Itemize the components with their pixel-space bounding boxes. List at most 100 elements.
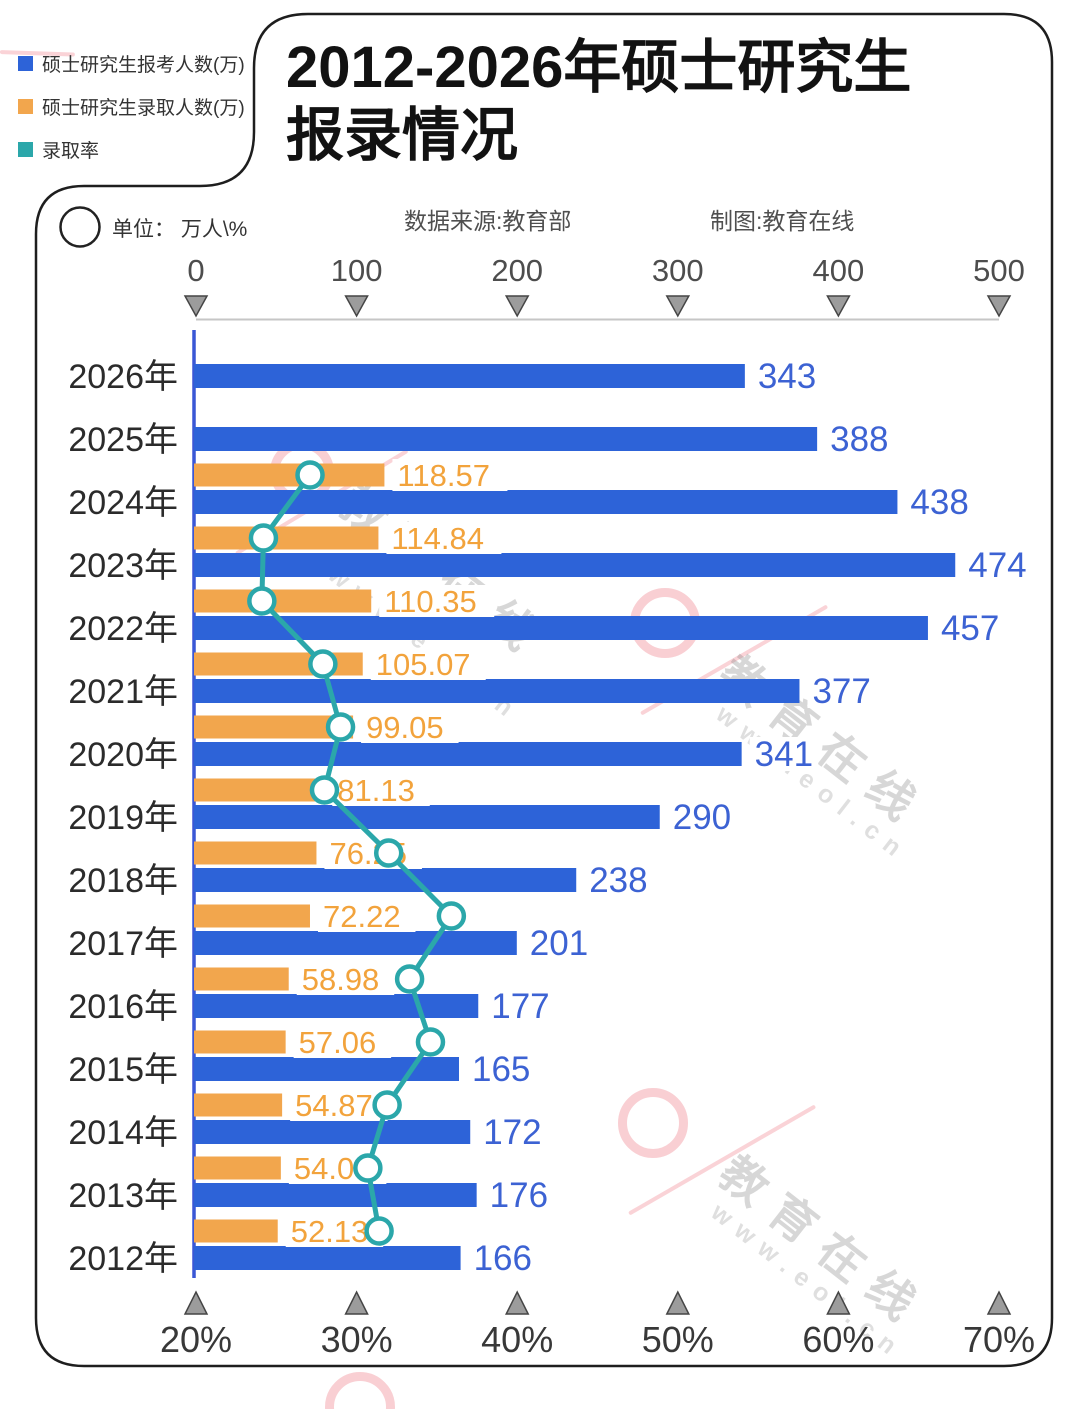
year-label: 2022年 xyxy=(68,610,178,648)
bottom-axis-tick-label: 20% xyxy=(160,1319,232,1360)
admitted-value-label: 52.13 xyxy=(291,1214,369,1249)
label-chip xyxy=(290,1089,388,1121)
year-label: 2021年 xyxy=(68,673,178,711)
applicants-bar xyxy=(194,490,898,514)
rate-point xyxy=(295,460,325,490)
applicants-bar xyxy=(194,1120,471,1144)
label-chip xyxy=(379,585,495,617)
top-axis-tick-marker xyxy=(183,295,209,318)
top-axis-tick-label: 0 xyxy=(187,253,204,288)
bottom-axis-tick-label: 60% xyxy=(802,1319,874,1360)
applicants-bar xyxy=(194,805,660,829)
bottom-axis-tick-marker xyxy=(665,1290,691,1315)
year-label: 2026年 xyxy=(68,358,178,396)
applicants-bar xyxy=(194,1183,477,1207)
applicants-bar xyxy=(194,742,742,766)
top-axis-tick-label: 400 xyxy=(813,253,865,288)
applicants-bar xyxy=(194,868,577,892)
top-axis-tick-marker xyxy=(986,295,1012,318)
applicants-bar xyxy=(194,1246,461,1270)
rate-point xyxy=(436,901,467,931)
label-chip xyxy=(293,1026,392,1058)
applicants-bar xyxy=(194,931,517,955)
applicants-bar xyxy=(194,364,745,388)
label-chip xyxy=(466,1052,536,1086)
label-chip xyxy=(332,774,430,806)
panel-outline xyxy=(34,12,1054,1368)
bottom-axis-tick-marker xyxy=(826,1290,851,1315)
applicants-value-label: 238 xyxy=(589,861,647,900)
applicants-value-label: 457 xyxy=(941,609,999,648)
admitted-bar xyxy=(194,967,289,991)
label-chip xyxy=(486,989,555,1023)
admitted-value-label: 118.57 xyxy=(397,458,490,493)
applicants-bar xyxy=(194,553,956,577)
admitted-bar xyxy=(194,1030,286,1054)
admitted-value-label: 72.22 xyxy=(323,899,401,934)
applicants-value-label: 176 xyxy=(490,1176,548,1215)
label-chip xyxy=(386,522,502,554)
label-chip xyxy=(524,926,594,960)
eol-logo-watermark xyxy=(618,1088,688,1158)
year-label: 2018年 xyxy=(68,862,178,900)
admitted-value-label: 110.35 xyxy=(384,584,477,619)
label-chip xyxy=(392,459,508,491)
label-chip xyxy=(807,674,876,708)
year-label: 2019年 xyxy=(68,799,178,837)
admitted-bar xyxy=(194,589,372,613)
admitted-bar xyxy=(194,1219,278,1243)
eol-logo-watermark xyxy=(325,1372,395,1409)
admitted-bar xyxy=(194,778,325,802)
bottom-axis-tick-marker xyxy=(504,1290,530,1315)
label-chip xyxy=(752,359,822,393)
rate-point xyxy=(372,1090,402,1120)
unit-badge-circle xyxy=(59,206,101,248)
applicants-value-label: 165 xyxy=(472,1050,530,1089)
year-label: 2020年 xyxy=(68,736,178,774)
applicants-bar xyxy=(194,616,928,640)
rate-point xyxy=(325,712,356,742)
top-axis-tick-marker xyxy=(344,295,369,318)
year-label: 2016年 xyxy=(68,988,178,1026)
admitted-value-label: 105.07 xyxy=(376,647,471,682)
applicants-value-label: 343 xyxy=(758,357,816,396)
admitted-value-label: 57.06 xyxy=(299,1025,377,1060)
admitted-value-label: 81.13 xyxy=(337,773,415,808)
rate-point xyxy=(373,838,404,868)
applicants-value-label: 166 xyxy=(474,1239,532,1278)
label-chip xyxy=(468,1241,538,1275)
applicants-value-label: 474 xyxy=(968,546,1026,585)
label-chip xyxy=(667,800,737,834)
admitted-value-label: 99.05 xyxy=(366,710,444,745)
rate-point xyxy=(394,964,425,994)
label-chip xyxy=(825,422,894,456)
rate-point xyxy=(247,586,277,616)
admitted-value-label: 54.87 xyxy=(295,1088,373,1123)
top-axis-tick-label: 100 xyxy=(331,253,383,288)
admitted-bar xyxy=(194,526,379,550)
rate-point xyxy=(364,1216,394,1246)
year-label: 2025年 xyxy=(68,421,178,459)
top-axis-tick-label: 200 xyxy=(491,253,543,288)
applicants-value-label: 201 xyxy=(530,924,588,963)
year-label: 2013年 xyxy=(68,1177,178,1215)
applicants-bar xyxy=(194,679,800,703)
bottom-axis-tick-marker xyxy=(986,1290,1012,1315)
rate-point xyxy=(309,775,340,805)
rate-point xyxy=(308,649,338,679)
label-chip xyxy=(963,548,1032,582)
applicants-value-label: 177 xyxy=(491,987,549,1026)
bottom-axis-tick-label: 50% xyxy=(642,1319,714,1360)
applicants-value-label: 388 xyxy=(830,420,888,459)
label-chip xyxy=(935,611,1005,645)
rate-point xyxy=(415,1027,446,1057)
year-label: 2012年 xyxy=(68,1240,178,1278)
rate-point xyxy=(248,523,279,553)
label-chip xyxy=(317,900,416,932)
bottom-axis-tick-marker xyxy=(344,1290,369,1315)
year-label: 2017年 xyxy=(68,925,178,963)
label-chip xyxy=(478,1115,547,1149)
top-axis-tick-label: 500 xyxy=(973,253,1025,288)
